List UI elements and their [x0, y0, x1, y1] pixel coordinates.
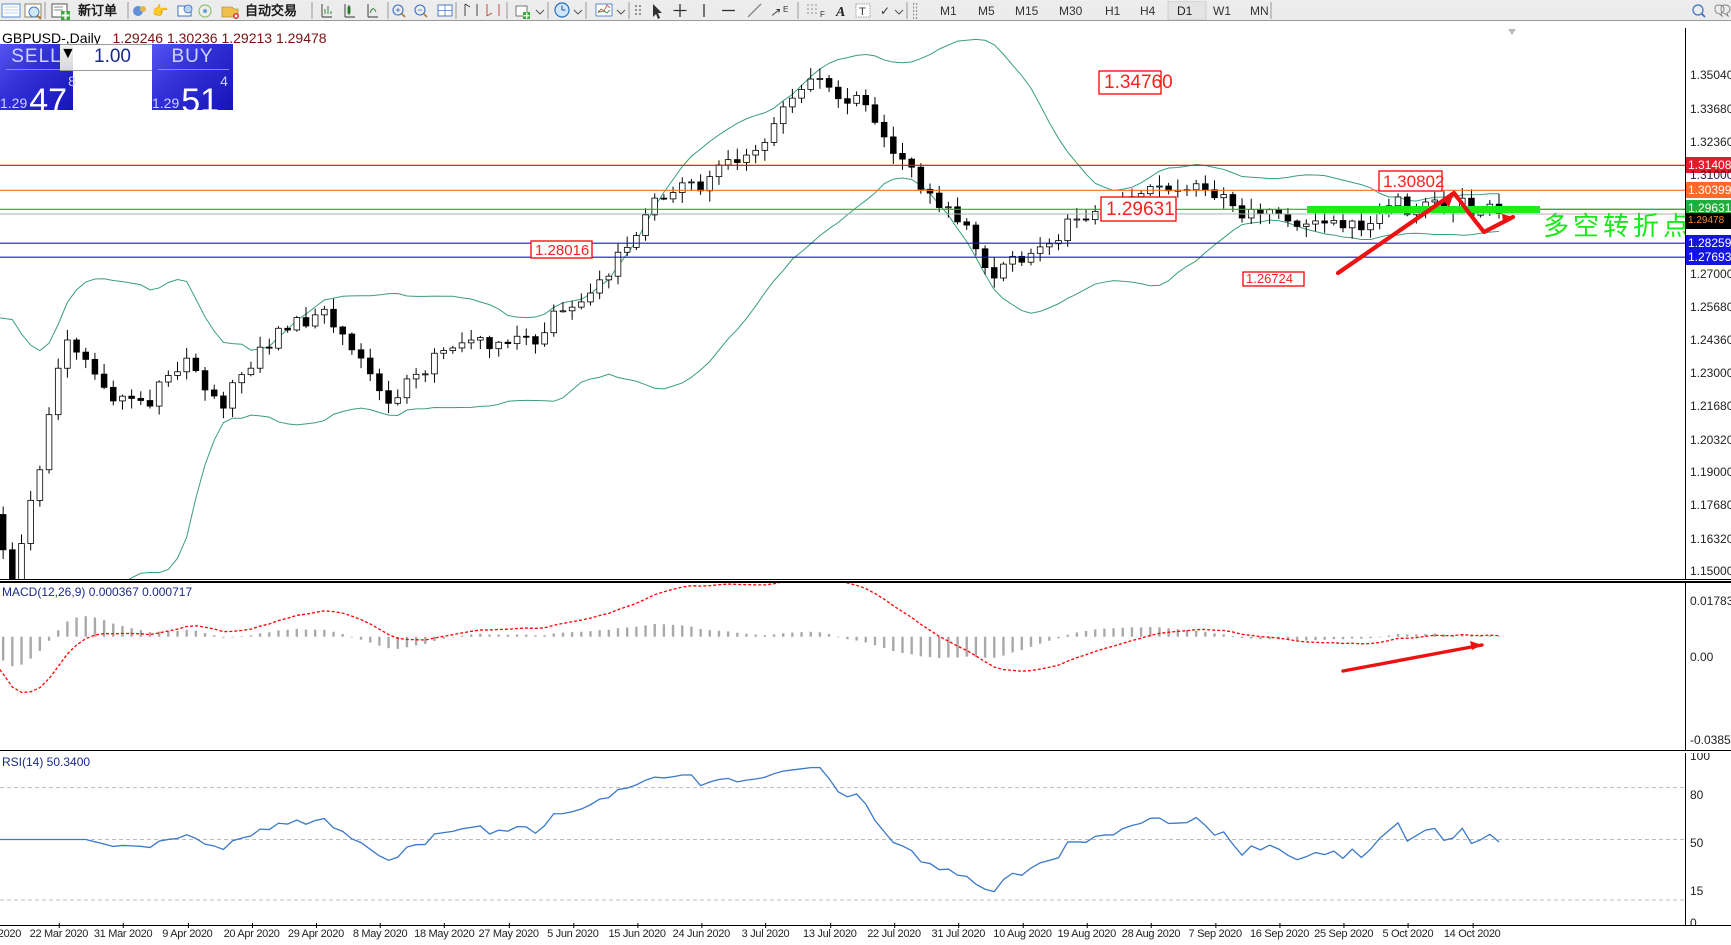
svg-text:多空转折点: 多空转折点 [1543, 211, 1685, 241]
svg-text:自动交易: 自动交易 [245, 3, 297, 18]
svg-text:1.28016: 1.28016 [535, 242, 589, 259]
svg-text:1.29631: 1.29631 [1106, 199, 1175, 220]
svg-text:H1: H1 [1105, 4, 1121, 18]
svg-text:1.30802: 1.30802 [1383, 172, 1444, 191]
svg-text:D1: D1 [1177, 4, 1193, 18]
svg-text:M30: M30 [1059, 4, 1083, 18]
svg-text:W1: W1 [1213, 4, 1231, 18]
svg-text:H4: H4 [1140, 4, 1156, 18]
svg-text:F: F [820, 10, 825, 19]
svg-text:M1: M1 [940, 4, 957, 18]
svg-text:1.34760: 1.34760 [1104, 72, 1173, 93]
svg-text:M5: M5 [978, 4, 995, 18]
svg-text:新订单: 新订单 [78, 3, 117, 18]
svg-text:✓: ✓ [880, 4, 890, 18]
svg-text:MN: MN [1250, 4, 1269, 18]
svg-text:T: T [859, 6, 866, 18]
svg-text:↗: ↗ [770, 5, 781, 19]
svg-text:1.26724: 1.26724 [1246, 271, 1293, 286]
svg-text:E: E [783, 5, 788, 14]
svg-text:A: A [835, 5, 845, 20]
svg-text:M15: M15 [1015, 4, 1039, 18]
svg-text:👉: 👉 [152, 3, 168, 18]
